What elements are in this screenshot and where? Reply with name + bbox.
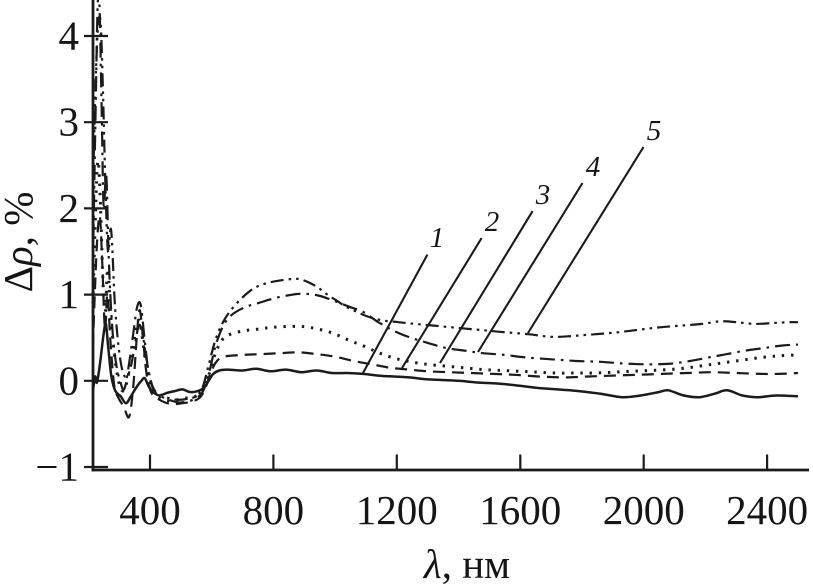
y-axis-title-delta: Δ [0, 266, 41, 292]
curve-label-4: 4 [586, 151, 601, 183]
y-tick-label-1: 1 [59, 271, 80, 317]
y-tick-label--1: −1 [35, 444, 79, 490]
leader-line-3 [439, 210, 534, 364]
y-tick-label-0: 0 [59, 357, 80, 403]
y-axis-title: Δρ, % [0, 192, 41, 293]
leader-line-2 [401, 237, 483, 369]
annotations-layer: 1 2 3 4 5 [362, 115, 662, 374]
x-tick-label-1600: 1600 [479, 487, 561, 533]
x-tick-label-1200: 1200 [356, 487, 438, 533]
x-axis-title-units: , нм [442, 541, 510, 587]
y-axis-title-units: , % [0, 192, 41, 247]
curve-label-1: 1 [430, 222, 445, 254]
curve-label-3: 3 [535, 179, 551, 211]
axes-layer: 400 800 1200 1600 2000 2400 −1 0 1 2 3 4 [35, 0, 809, 533]
x-tick-label-2400: 2400 [726, 487, 808, 533]
x-axis-title-lambda: λ [423, 541, 442, 587]
curve-label-5: 5 [647, 115, 662, 147]
curve-5-dash-dot-dot [91, 15, 799, 401]
y-tick-label-2: 2 [59, 185, 80, 231]
curve-4-dash-dot [91, 0, 799, 404]
curve-label-2: 2 [485, 206, 500, 238]
y-tick-label-3: 3 [59, 99, 80, 145]
leader-line-1 [362, 254, 429, 374]
curve-3-dotted [91, 159, 799, 403]
y-axis-title-rho: ρ [0, 246, 41, 268]
x-tick-label-800: 800 [243, 487, 305, 533]
curve-2-dashed [91, 214, 799, 419]
y-tick-label-4: 4 [59, 13, 80, 59]
leader-line-4 [477, 182, 584, 353]
x-axis-title: λ, нм [423, 541, 510, 587]
x-tick-label-400: 400 [119, 487, 181, 533]
curves-layer [91, 0, 799, 419]
x-tick-label-2000: 2000 [603, 487, 685, 533]
leader-line-5 [527, 146, 645, 334]
curve-1-solid [91, 322, 799, 405]
